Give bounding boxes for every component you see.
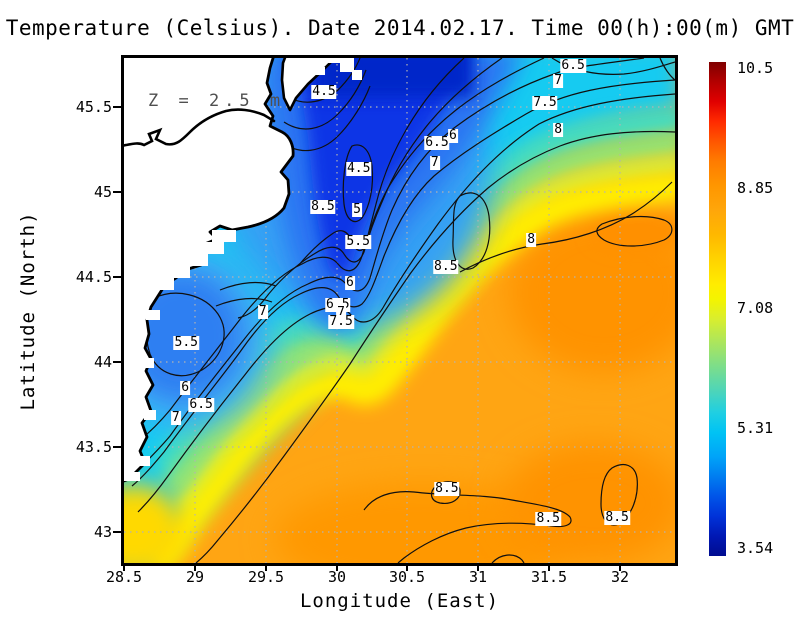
band-yellow (146, 172, 675, 563)
y-axis-title: Latitude (North) (17, 211, 39, 411)
corner-yellow (124, 484, 186, 563)
colorbar (709, 62, 726, 556)
x-tick-label: 32 (610, 568, 630, 586)
y-tick-mark (113, 531, 122, 533)
x-tick-label: 29 (185, 568, 205, 586)
depth-annotation: Z = 2.5 m (148, 91, 286, 111)
y-tick-label: 45 (93, 183, 112, 201)
colorbar-tick-label: 8.85 (737, 179, 774, 197)
y-tick-mark (113, 361, 122, 363)
x-tick-label: 30.5 (388, 568, 426, 586)
y-tick-mark (113, 106, 122, 108)
x-tick-label: 31 (468, 568, 488, 586)
y-tick-label: 45.5 (75, 98, 112, 116)
chart-title: Temperature (Celsius). Date 2014.02.17. … (5, 16, 795, 40)
x-axis-title: Longitude (East) (299, 590, 500, 612)
colorbar-tick-label: 7.08 (737, 299, 774, 317)
colorbar-tick-label: 5.31 (737, 419, 774, 437)
x-tick-mark (477, 563, 479, 571)
x-tick-mark (123, 563, 125, 571)
cold-core-darkest (314, 58, 474, 98)
y-tick-label: 43 (93, 523, 112, 541)
y-tick-mark (113, 191, 122, 193)
warm-pocket (274, 483, 574, 563)
warm-pocket (504, 443, 675, 563)
cold-core (291, 58, 466, 279)
colorbar-tick-label: 10.5 (737, 59, 774, 77)
x-tick-mark (619, 563, 621, 571)
x-tick-label: 30 (327, 568, 347, 586)
warm-pocket (591, 212, 675, 252)
x-tick-mark (548, 563, 550, 571)
contour-lines (131, 58, 675, 563)
y-tick-label: 44 (93, 353, 112, 371)
river-line (124, 108, 276, 147)
temperature-field-canvas (124, 58, 675, 563)
x-tick-mark (336, 563, 338, 571)
x-tick-label: 28.5 (105, 568, 143, 586)
nodata-cells (124, 58, 362, 481)
x-tick-mark (265, 563, 267, 571)
mainland (124, 58, 295, 483)
y-tick-mark (113, 276, 122, 278)
contour-map: 4.5 6.5 7 7.5 8 6 6.5 7 4.5 8.5 5 5.5 8 8.5 6 6.5 7 7.5 7 5… (121, 55, 678, 566)
warm-pocket (509, 213, 675, 373)
y-tick-label: 43.5 (75, 438, 112, 456)
colorbar-tick-label: 3.54 (737, 539, 774, 557)
land-region (124, 58, 362, 483)
y-tick-label: 44.5 (75, 268, 112, 286)
x-tick-label: 29.5 (247, 568, 285, 586)
x-tick-mark (406, 563, 408, 571)
x-tick-mark (194, 563, 196, 571)
x-tick-label: 31.5 (530, 568, 568, 586)
y-tick-mark (113, 446, 122, 448)
